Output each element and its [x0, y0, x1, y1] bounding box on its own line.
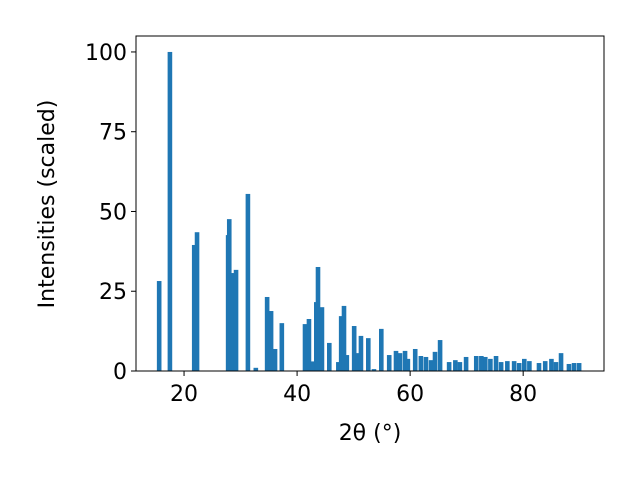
bar — [397, 353, 403, 371]
bar — [457, 362, 463, 371]
bar — [558, 353, 564, 371]
bar — [549, 358, 554, 371]
bar — [315, 266, 321, 371]
bar — [167, 51, 173, 371]
bar — [358, 335, 364, 371]
bar — [576, 363, 582, 371]
x-tick-label: 60 — [396, 382, 424, 407]
bar — [156, 281, 162, 371]
bar — [463, 356, 469, 371]
bar — [386, 355, 392, 371]
y-tick-label: 0 — [113, 360, 127, 385]
y-tick-label: 50 — [99, 200, 127, 225]
bar — [522, 358, 527, 371]
bar — [571, 363, 577, 371]
bar — [302, 324, 308, 371]
bar — [493, 356, 499, 371]
bar — [194, 232, 200, 371]
bar — [446, 362, 452, 371]
bar — [351, 326, 357, 371]
bar — [319, 307, 325, 371]
bar — [473, 356, 479, 371]
bar — [423, 356, 429, 371]
bar — [344, 355, 350, 371]
bar — [191, 244, 197, 371]
bar — [432, 351, 438, 371]
x-tick-label: 80 — [509, 382, 537, 407]
bar — [505, 361, 510, 371]
bar — [536, 363, 542, 371]
bar — [371, 369, 377, 371]
bar — [338, 316, 344, 371]
bar — [366, 338, 371, 371]
bar — [479, 356, 484, 371]
bar — [527, 361, 532, 371]
bar — [272, 348, 278, 371]
bar — [405, 358, 411, 371]
bar — [268, 311, 274, 371]
y-axis-label: Intensities (scaled) — [35, 100, 60, 309]
bar — [516, 363, 522, 371]
y-tick-label: 75 — [99, 121, 127, 146]
bar — [379, 328, 384, 371]
bar — [412, 348, 418, 371]
bar — [437, 340, 443, 371]
bar — [553, 362, 559, 371]
bar — [355, 353, 361, 371]
bar — [327, 342, 332, 371]
bar — [341, 305, 347, 371]
bar — [336, 362, 341, 371]
bar — [245, 193, 251, 371]
bar — [310, 361, 316, 371]
bar — [226, 219, 232, 371]
bar — [264, 296, 270, 371]
x-tick-label: 20 — [170, 382, 198, 407]
bar — [488, 358, 493, 371]
y-tick-label: 25 — [99, 280, 127, 305]
plot-frame — [135, 35, 605, 372]
bar — [279, 323, 285, 371]
bar — [511, 361, 517, 371]
bar — [229, 273, 235, 371]
bar — [233, 269, 239, 371]
bar — [402, 350, 408, 371]
bar — [453, 360, 458, 371]
x-axis-label: 2θ (°) — [339, 421, 402, 446]
bar — [498, 362, 504, 371]
bar — [428, 360, 434, 371]
x-tick-label: 40 — [283, 382, 311, 407]
bar — [418, 356, 424, 371]
y-tick-label: 100 — [85, 41, 127, 66]
bar — [393, 350, 399, 371]
bar — [306, 318, 312, 371]
bar — [566, 363, 572, 371]
bar — [542, 361, 548, 371]
bar — [483, 356, 488, 371]
bar — [253, 367, 259, 371]
